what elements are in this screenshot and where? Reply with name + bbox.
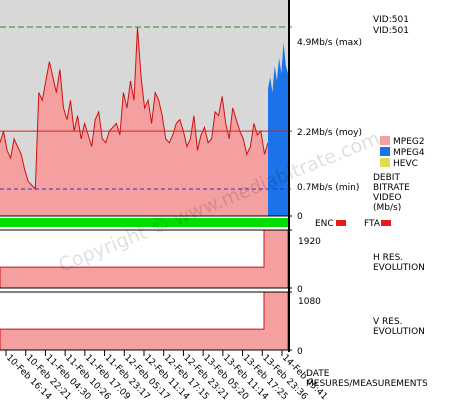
legend-label-mpeg2: MPEG2 — [393, 137, 425, 147]
legend-label-mpeg4: MPEG4 — [393, 148, 425, 158]
flag-fta-label: FTA — [364, 219, 381, 229]
v-res-title-2: EVOLUTION — [373, 327, 425, 337]
min-line-label: 0.7Mb/s (min) — [297, 183, 359, 193]
vid-label-2: VID:501 — [373, 26, 409, 36]
flag-fta-swatch — [381, 220, 391, 226]
vid-label-1: VID:501 — [373, 15, 409, 25]
mpeg4-area — [268, 42, 288, 217]
bitrate-zero-label: 0 — [297, 212, 303, 222]
v-res-title-1: V RES. — [373, 317, 403, 327]
h-res-max-label: 1920 — [298, 237, 321, 247]
reference-lines — [0, 26, 292, 190]
h-res-zero-label: 0 — [297, 285, 303, 295]
legend-label-hevc: HEVC — [393, 159, 418, 169]
legend-swatch-mpeg2 — [380, 136, 390, 145]
bitrate-area-layer — [0, 26, 288, 217]
max-line-label: 4.9Mb/s (max) — [297, 38, 362, 48]
flag-enc-swatch — [336, 220, 346, 226]
x-axis-ticks — [5, 350, 283, 356]
ylabel-line-2: BITRATE — [373, 183, 410, 193]
v-res-zero-label: 0 — [297, 347, 303, 357]
h-res-title-2: EVOLUTION — [373, 263, 425, 273]
ylabel-line-4: (Mb/s) — [373, 203, 401, 213]
legend-swatch-mpeg4 — [380, 147, 390, 156]
legend-swatch-hevc — [380, 158, 390, 167]
flag-enc-label: ENC — [315, 219, 334, 229]
h-res-title-1: H RES. — [373, 253, 403, 263]
ylabel-line-1: DEBIT — [373, 173, 400, 183]
v-res-max-label: 1080 — [298, 297, 321, 307]
mpeg2-area — [0, 27, 268, 216]
mpeg2-line — [0, 26, 269, 191]
xlabel-line-1: DATE — [306, 369, 330, 379]
avg-line-label: 2.2Mb/s (moy) — [297, 128, 362, 138]
flag-band — [0, 218, 288, 227]
xlabel-line-2: MESURES/MEASUREMENTS — [306, 379, 428, 389]
ylabel-line-3: VIDEO — [373, 193, 402, 203]
